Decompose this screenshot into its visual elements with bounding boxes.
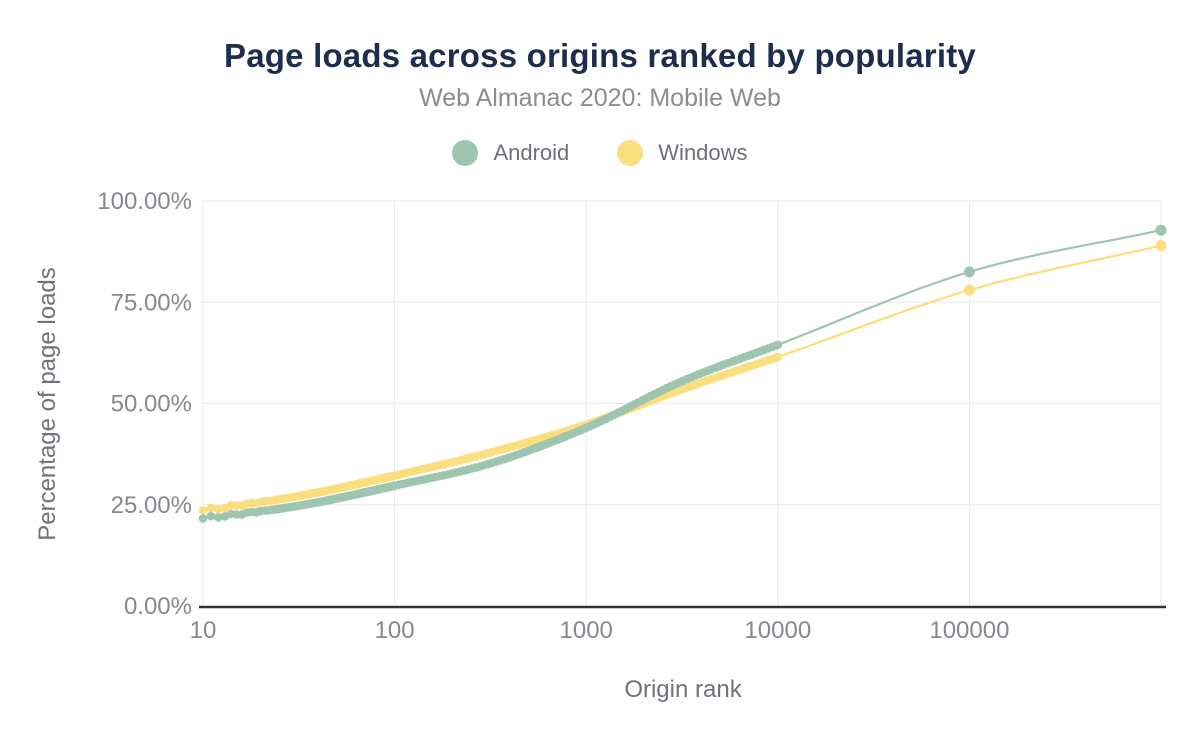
x-axis-title: Origin rank — [624, 676, 742, 703]
legend-label: Android — [493, 139, 570, 165]
legend: Android Windows — [0, 139, 1200, 166]
y-tick-label: 100.00% — [97, 188, 192, 215]
y-tick-label: 0.00% — [124, 593, 192, 620]
y-tick-label: 75.00% — [111, 289, 192, 316]
y-tick-label: 25.00% — [111, 492, 192, 519]
series-windows-marker — [1155, 240, 1167, 252]
legend-label: Windows — [658, 139, 748, 165]
x-tick-label: 100000 — [929, 617, 1009, 644]
x-tick-label: 1000 — [560, 617, 613, 644]
series-windows-point — [198, 506, 208, 515]
x-tick-label: 10 — [190, 617, 217, 644]
android-legend-dot-icon — [452, 139, 479, 166]
series-android-point — [213, 513, 223, 522]
series-windows-point — [213, 504, 223, 514]
x-tick-label: 100 — [375, 617, 415, 644]
series-windows-marker — [963, 284, 975, 296]
series-android-marker — [1155, 224, 1167, 236]
chart-title: Page loads across origins ranked by popu… — [224, 37, 976, 74]
series-windows-point — [773, 352, 783, 362]
y-axis-title: Percentage of page loads — [34, 267, 61, 541]
windows-legend-dot-icon — [617, 139, 644, 166]
legend-item-windows[interactable]: Windows — [617, 139, 748, 166]
series-android-point — [206, 511, 216, 521]
x-tick-label: 10000 — [744, 617, 811, 644]
chart-subtitle: Web Almanac 2020: Mobile Web — [419, 84, 781, 112]
series-android-point — [198, 514, 208, 523]
series-android-marker — [963, 266, 975, 278]
series-windows-point — [206, 503, 216, 513]
series-android-dense-line — [202, 343, 779, 520]
y-tick-label: 50.00% — [111, 391, 192, 418]
legend-item-android[interactable]: Android — [452, 139, 570, 166]
